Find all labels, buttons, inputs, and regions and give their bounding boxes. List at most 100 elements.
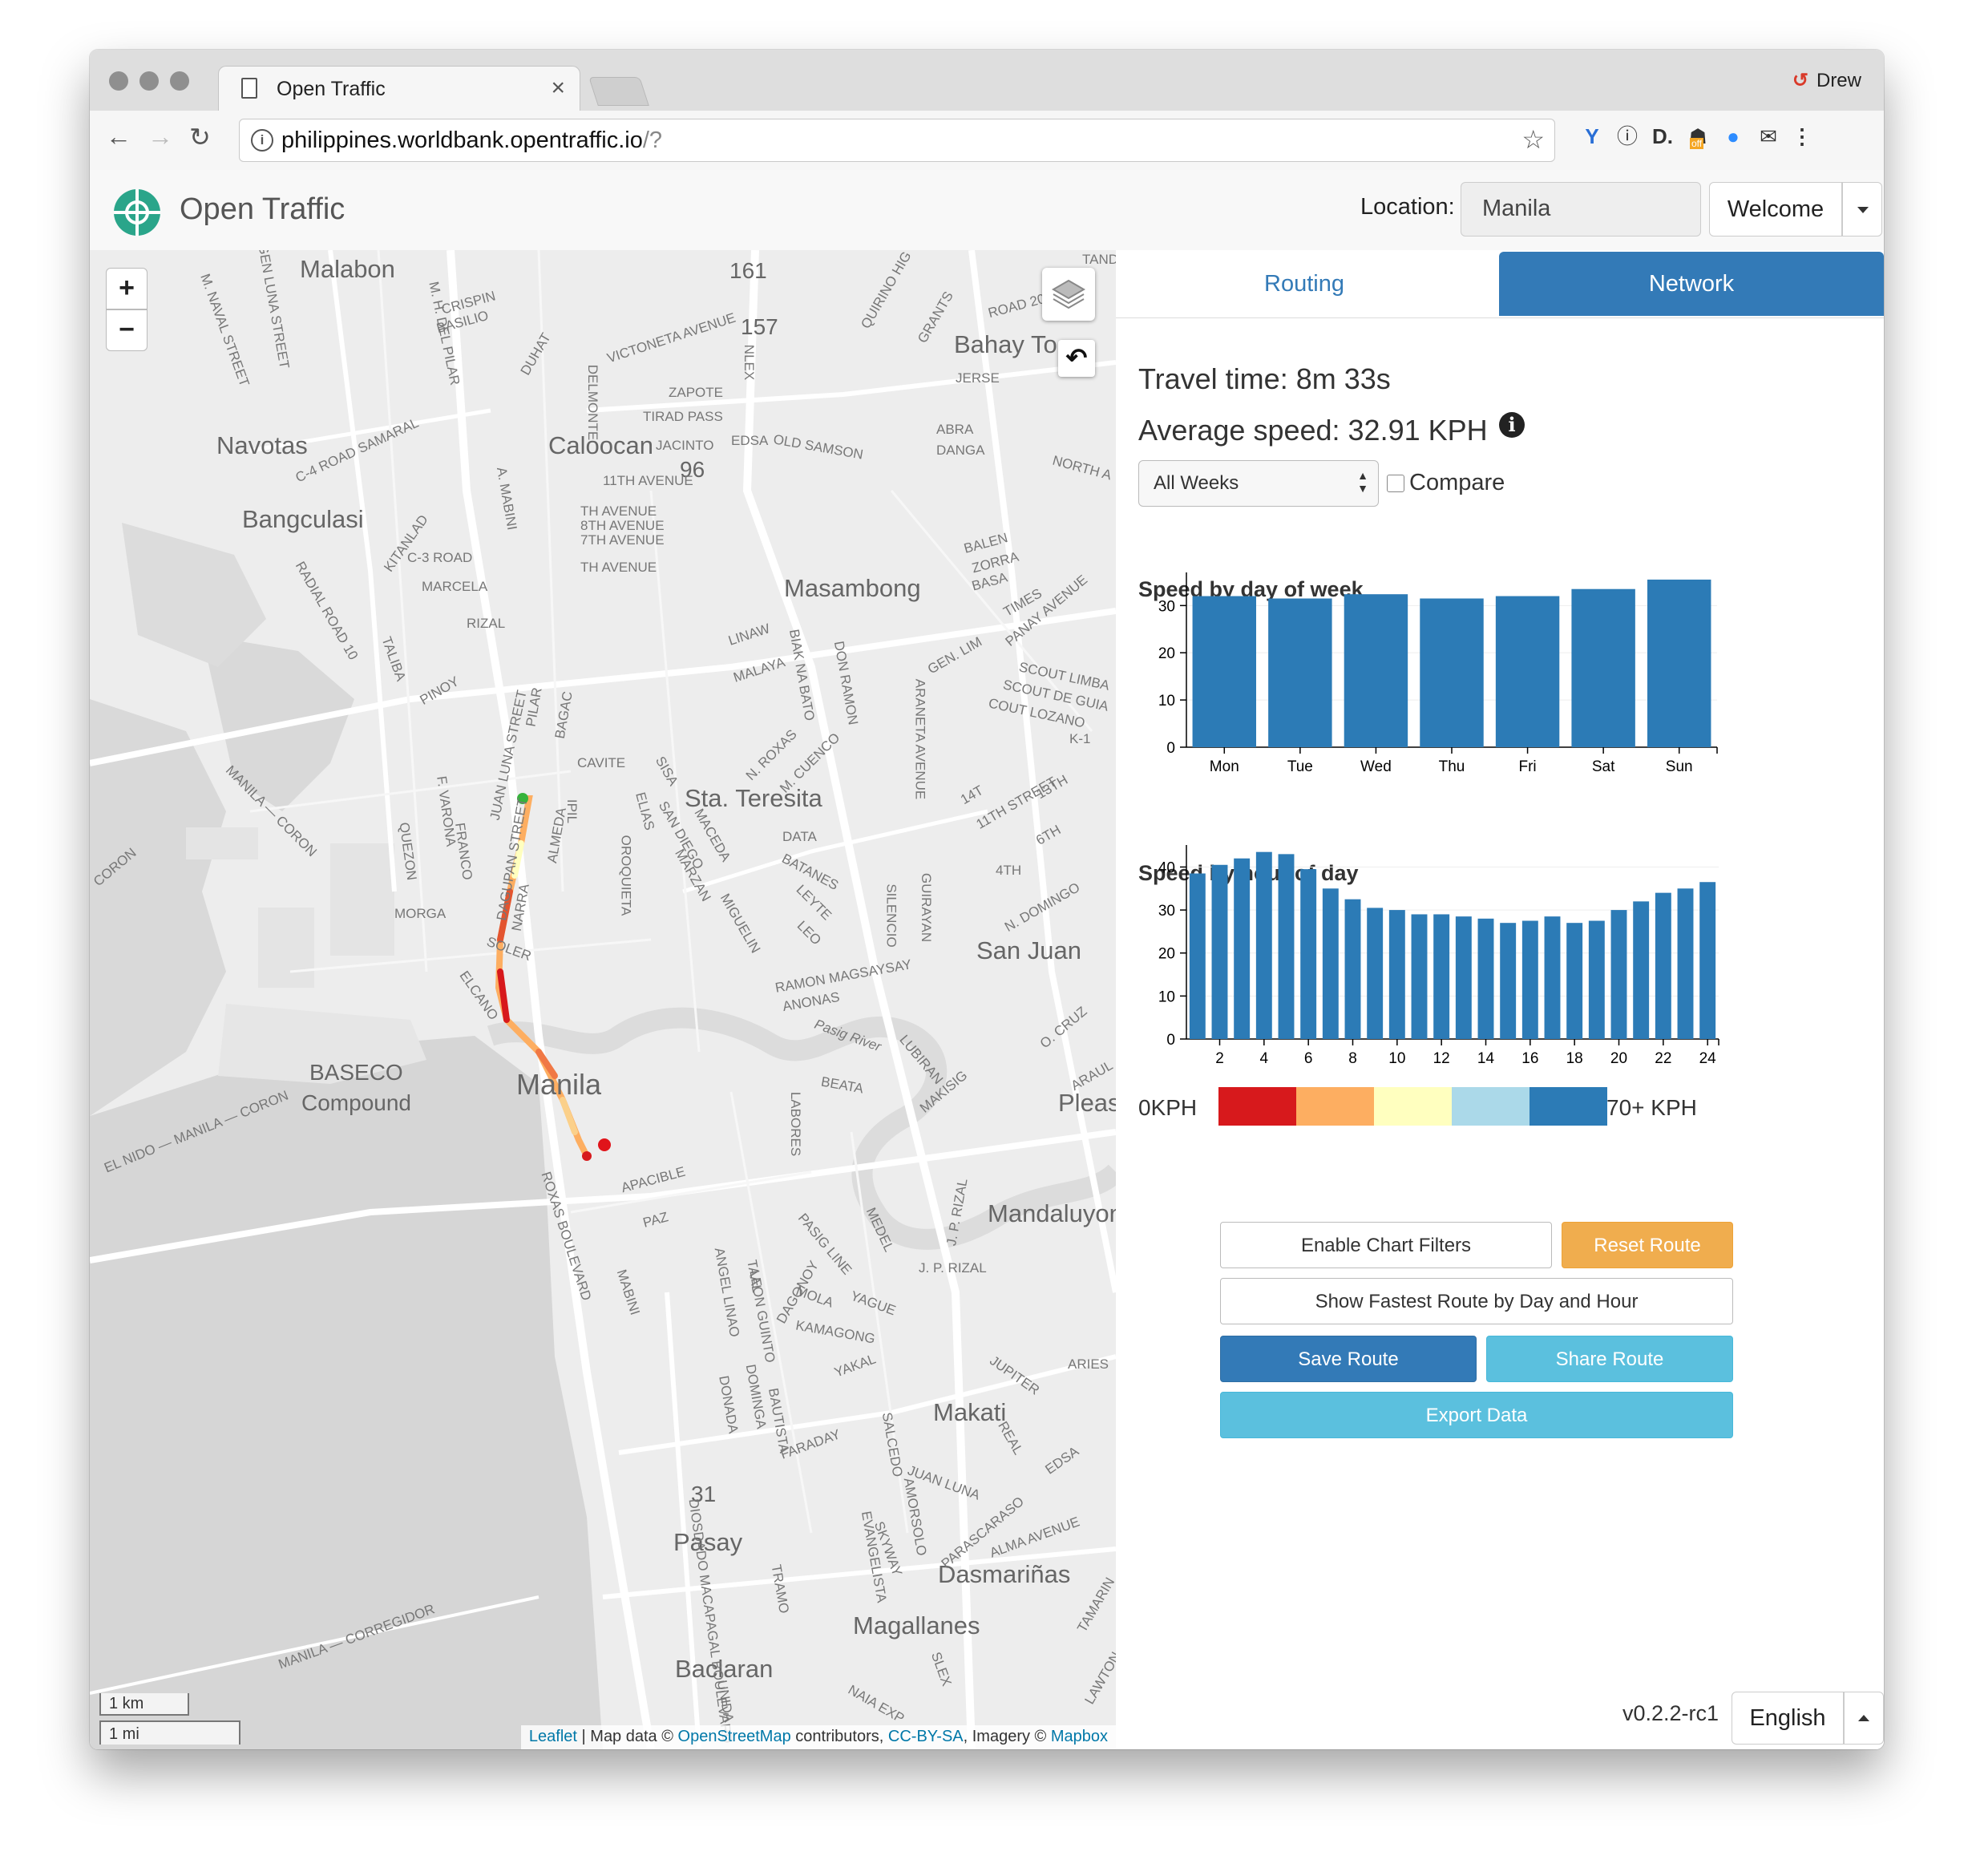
x-tick-label: 12 [1433, 1050, 1450, 1067]
x-tick-label: 22 [1655, 1050, 1671, 1067]
map-label: Navotas [216, 431, 308, 459]
chart-bar [1455, 916, 1472, 1039]
chart-bar [1300, 869, 1317, 1039]
street-label: MARCELA [422, 579, 488, 594]
y-tick-label: 30 [1158, 903, 1175, 920]
window-zoom-dot[interactable] [170, 71, 189, 91]
x-tick-label: Thu [1439, 758, 1465, 775]
tab-network[interactable]: Network [1499, 252, 1884, 316]
scale-bar-mi: 1 mi [99, 1720, 240, 1745]
vimium-extension-icon[interactable]: Y [1585, 124, 1599, 148]
browser-menu-icon[interactable]: ⋮ [1792, 124, 1812, 148]
zoom-extension-icon[interactable]: ● [1727, 124, 1740, 148]
street-label: 11TH AVENUE [603, 473, 693, 488]
location-label: Location: [1360, 194, 1455, 220]
compare-label: Compare [1409, 470, 1505, 495]
extension-off-badge: off [1690, 138, 1704, 149]
fastest-route-button[interactable]: Show Fastest Route by Day and Hour [1220, 1278, 1733, 1324]
map-label: Sta. Teresita [685, 784, 822, 812]
x-tick-label: Mon [1210, 758, 1239, 775]
tab-routing[interactable]: Routing [1264, 271, 1344, 297]
y-tick-label: 10 [1158, 989, 1175, 1005]
y-tick-label: 20 [1158, 946, 1175, 963]
x-tick-label: 14 [1477, 1050, 1495, 1067]
compare-checkbox[interactable] [1387, 475, 1404, 492]
bookmark-star-icon[interactable]: ☆ [1521, 125, 1545, 154]
url-host: philippines.worldbank.opentraffic.io [281, 127, 643, 153]
user-menu-button[interactable]: Welcome [1709, 182, 1842, 237]
select-arrows-icon: ▲ ▼ [1357, 469, 1368, 495]
layers-icon[interactable] [1042, 268, 1095, 321]
map-label: Dasmariñas [938, 1560, 1071, 1588]
chart-bar [1699, 882, 1716, 1039]
map-label: Bangculasi [242, 505, 364, 533]
browser-toolbar: ← → ↻ i philippines.worldbank.opentraffi… [90, 111, 1884, 171]
chart-bar [1566, 923, 1583, 1039]
mail-extension-icon[interactable]: ✉ [1760, 124, 1777, 148]
reload-icon[interactable]: ↻ [189, 123, 211, 152]
address-url: philippines.worldbank.opentraffic.io/? [281, 127, 662, 154]
license-link[interactable]: CC-BY-SA [887, 1728, 964, 1745]
map-label: Mandaluyon [988, 1199, 1116, 1227]
save-route-button[interactable]: Save Route [1220, 1336, 1477, 1382]
speed-legend: 0KPH 70+ KPH [1116, 1084, 1884, 1132]
profile-button[interactable]: ↺ Drew [1792, 69, 1861, 92]
speed-by-day-chart[interactable]: 0 10 20 30 Mon Tue Wed Thu Fri Sat Sun [1148, 555, 1725, 803]
window-close-dot[interactable] [109, 71, 128, 91]
chart-bar [1234, 858, 1251, 1039]
enable-chart-filters-button[interactable]: Enable Chart Filters [1220, 1222, 1552, 1268]
map-label: Pasay [673, 1528, 743, 1556]
traffic-map[interactable]: Malabon Navotas Caloocan Bangculasi Masa… [90, 250, 1116, 1749]
chart-bar [1411, 914, 1428, 1039]
legend-min-label: 0KPH [1138, 1095, 1198, 1120]
tab-close-icon[interactable]: × [551, 75, 565, 101]
legend-swatch [1374, 1087, 1452, 1126]
x-tick-label: 2 [1215, 1050, 1224, 1067]
mapbox-link[interactable]: Mapbox [1050, 1728, 1108, 1745]
y-tick-label: 10 [1158, 693, 1175, 710]
osm-link[interactable]: OpenStreetMap [677, 1728, 791, 1745]
undo-icon[interactable]: ↶ [1058, 340, 1095, 377]
app-version: v0.2.2-rc1 [1622, 1701, 1719, 1725]
leaflet-link[interactable]: Leaflet [528, 1728, 577, 1745]
ghostery-extension-icon[interactable]: ☗ off [1688, 124, 1707, 149]
attribution-text: | Map data © [576, 1728, 678, 1745]
location-input[interactable]: Manila [1461, 182, 1701, 237]
user-menu-caret-icon[interactable] [1842, 182, 1882, 237]
profile-name: Drew [1816, 70, 1861, 91]
export-data-button[interactable]: Export Data [1220, 1392, 1733, 1438]
info-icon[interactable]: i [1499, 412, 1525, 438]
street-label: GUIRAYAN [919, 872, 935, 943]
open-traffic-logo [114, 189, 160, 236]
reset-route-button[interactable]: Reset Route [1562, 1222, 1733, 1268]
x-tick-label: 18 [1566, 1050, 1583, 1067]
address-bar[interactable]: i philippines.worldbank.opentraffic.io/?… [239, 119, 1555, 162]
zoom-in-button[interactable]: + [106, 268, 147, 309]
y-tick-label: 0 [1166, 1032, 1175, 1049]
street-label: TH AVENUE [580, 503, 657, 519]
browser-tab-bar: Open Traffic × ↺ Drew [90, 50, 1884, 113]
dashlane-extension-icon[interactable]: D. [1652, 124, 1673, 148]
share-route-button[interactable]: Share Route [1486, 1336, 1733, 1382]
map-label: Masambong [784, 574, 921, 602]
back-icon[interactable]: ← [106, 122, 131, 151]
tab-divider [1116, 317, 1884, 318]
new-tab-button[interactable] [588, 77, 649, 106]
browser-tab[interactable]: Open Traffic × [218, 66, 580, 113]
street-label: MORGA [394, 906, 447, 921]
map-label: Bahay To [954, 330, 1057, 358]
language-caret-icon[interactable] [1844, 1692, 1884, 1745]
site-info-icon[interactable]: i [251, 129, 273, 152]
map-label: 161 [729, 258, 767, 283]
map-label: Malabon [300, 255, 395, 283]
street-label: RIZAL [467, 616, 506, 631]
onepassword-extension-icon[interactable]: ⓘ [1616, 124, 1638, 148]
street-label: JACINTO [656, 438, 714, 453]
forward-icon[interactable]: → [147, 122, 173, 151]
map-label: San Juan [976, 936, 1081, 964]
language-select[interactable]: English [1732, 1692, 1844, 1745]
window-minimize-dot[interactable] [139, 71, 159, 91]
period-select[interactable]: All Weeks ▲ ▼ [1138, 460, 1379, 507]
zoom-out-button[interactable]: − [106, 309, 147, 351]
